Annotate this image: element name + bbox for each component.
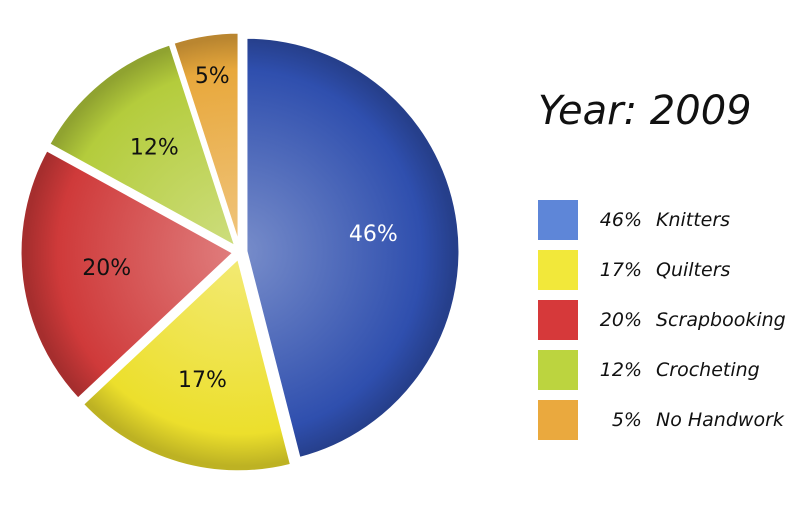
legend-swatch xyxy=(538,250,578,290)
legend-item-scrapbooking: 20% Scrapbooking xyxy=(538,300,800,340)
legend-item-knitters: 46% Knitters xyxy=(538,200,800,240)
legend-label: Crocheting xyxy=(656,359,760,381)
pie-slice-quilters xyxy=(80,254,294,474)
legend-item-no-handwork: 5% No Handwork xyxy=(538,400,800,440)
chart-title: Year: 2009 xyxy=(538,88,752,134)
legend-percent: 46% xyxy=(599,209,642,231)
legend-item-crocheting: 12% Crocheting xyxy=(538,350,800,390)
pie-slice-crocheting xyxy=(46,41,239,251)
pie-slice-knitters xyxy=(244,35,462,461)
slice-label: 17% xyxy=(178,368,227,393)
legend-percent: 5% xyxy=(611,409,642,431)
legend-percent: 20% xyxy=(599,309,642,331)
legend-swatch xyxy=(538,300,578,340)
legend-percent: 12% xyxy=(599,359,642,381)
legend-label: No Handwork xyxy=(656,409,784,431)
slice-label: 12% xyxy=(130,135,179,160)
legend-label: Quilters xyxy=(656,259,731,281)
legend-swatch xyxy=(538,400,578,440)
slice-label: 46% xyxy=(349,222,398,247)
pie-slice-no-handwork xyxy=(171,30,241,247)
pie-slice-scrapbooking xyxy=(18,147,237,402)
legend-item-quilters: 17% Quilters xyxy=(538,250,800,290)
legend-label: Knitters xyxy=(656,209,731,231)
legend-swatch xyxy=(538,200,578,240)
slice-label: 5% xyxy=(195,64,230,89)
slice-label: 20% xyxy=(82,256,131,281)
legend-label: Scrapbooking xyxy=(656,309,786,331)
legend-percent: 17% xyxy=(599,259,642,281)
legend-swatch xyxy=(538,350,578,390)
